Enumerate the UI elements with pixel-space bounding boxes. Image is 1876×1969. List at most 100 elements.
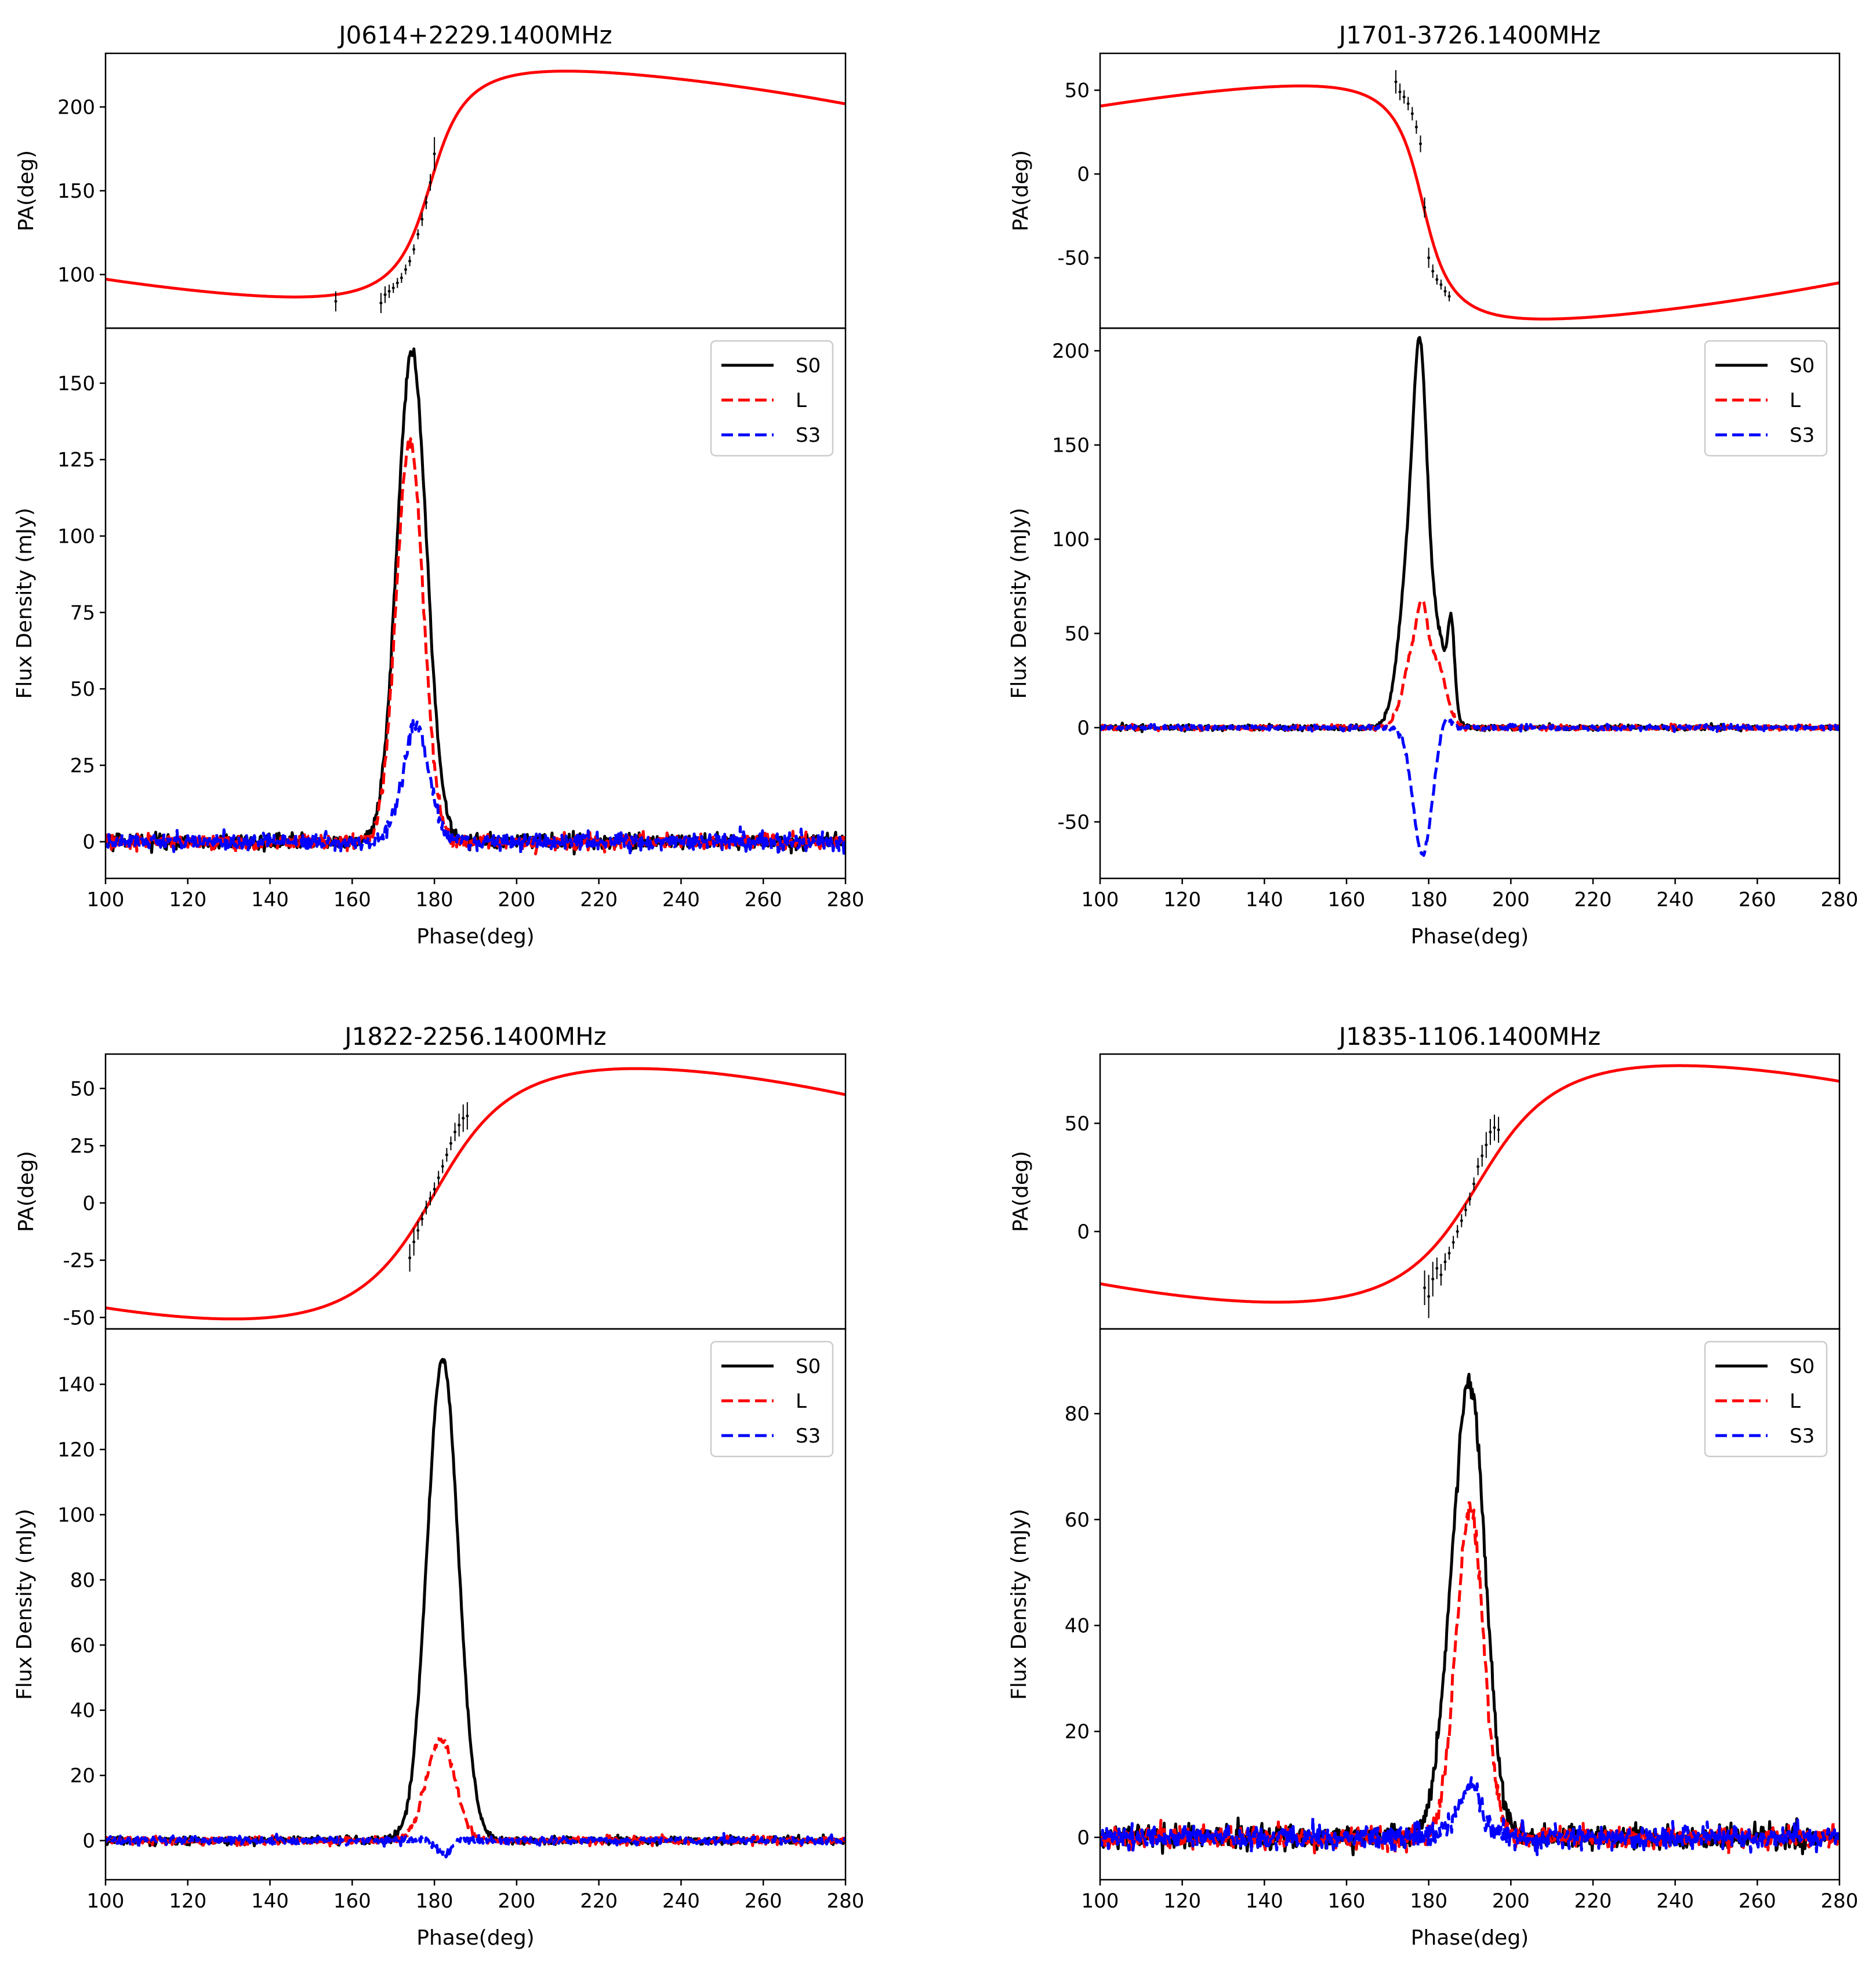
pa-ytick-label: 0 [1077,163,1090,186]
flux-xtick-label: 200 [1492,1890,1530,1913]
pa-ytick-label: 50 [1065,1112,1090,1135]
flux-ylabel: Flux Density (mJy) [13,508,37,699]
flux-axes-frame [1099,1328,1841,1881]
pa-point [1410,112,1414,115]
x-axis-label: Phase(deg) [1411,925,1529,949]
pa-point [412,248,416,251]
flux-xtick-label: 180 [416,1890,453,1913]
flux-xtick-label: 140 [251,1890,289,1913]
legend-label-s0: S0 [796,354,821,377]
pa-ytick-label: 0 [1077,1220,1090,1244]
flux-series-s3 [106,719,846,856]
legend-label-s0: S0 [1790,1355,1815,1378]
flux-ytick-label: 150 [57,372,95,395]
pa-point [1402,95,1406,99]
flux-ytick-label: 75 [70,601,95,624]
pa-point [391,286,395,290]
flux-xtick-label: 180 [1410,1890,1447,1913]
pa-point [429,181,432,184]
pa-point [1423,206,1427,209]
pa-point [1398,90,1402,93]
pa-point [420,217,424,221]
pa-point [416,232,420,236]
flux-xtick-label: 220 [1574,888,1612,911]
pa-point [1419,142,1422,146]
flux-xtick-label: 180 [416,888,453,911]
flux-ytick-label: 80 [1065,1403,1090,1426]
pa-ylabel: PA(deg) [14,150,38,231]
pa-point [1452,1241,1455,1244]
flux-ytick-label: 120 [57,1438,95,1462]
panel-3: J1822-2256.1400MHz -50 -25 0 25 50 PA(deg) 0 20 4… [13,1022,864,1950]
pa-point [1439,1273,1443,1277]
legend: S0 L S3 [710,340,834,457]
pa-point [1427,1295,1431,1298]
pa-point [408,1256,412,1260]
flux-ytick-label: 60 [70,1634,95,1657]
pa-point [412,1240,416,1244]
flux-ytick-label: 40 [1065,1615,1090,1638]
pa-points [1394,70,1451,301]
panel-title: J1835-1106.1400MHz [1337,1022,1601,1051]
flux-xtick-label: 100 [1082,888,1119,911]
legend-label-s3: S3 [796,424,821,447]
flux-xtick-label: 260 [1739,1890,1776,1913]
legend: S0 L S3 [1704,1340,1828,1458]
pa-point [1447,1251,1451,1255]
pa-point [420,1217,424,1220]
flux-series-s3 [1100,717,1839,857]
flux-xtick-label: 260 [1739,888,1776,911]
pa-point [334,300,338,303]
flux-xtick-label: 220 [1574,1890,1612,1913]
pa-points [408,1102,469,1272]
pa-point [1497,1128,1500,1132]
panel-2: J1701-3726.1400MHz -50 0 50 PA(deg) -50 0 50 100… [1007,21,1858,949]
flux-xtick-label: 100 [87,1890,125,1913]
pa-point [1406,102,1410,106]
flux-xtick-label: 100 [1082,1890,1119,1913]
pa-point [1476,1165,1480,1168]
pa-point [1443,289,1447,293]
flux-ytick-label: 150 [1052,434,1090,457]
flux-xtick-label: 180 [1410,888,1447,911]
legend-box [710,340,834,457]
flux-axes-frame [104,327,847,880]
flux-xtick-label: 160 [333,888,371,911]
flux-series-s0 [106,1358,846,1847]
pa-point [449,1142,452,1145]
legend-box [1704,340,1828,457]
flux-ytick-label: 100 [1052,528,1090,551]
flux-ytick-label: 0 [82,831,95,854]
pa-point [1414,125,1418,129]
pa-ytick-label: 200 [57,96,95,119]
flux-ytick-label: 50 [70,678,95,701]
pa-ylabel: PA(deg) [14,1151,38,1232]
pa-point [424,1206,428,1209]
pa-point [1456,1230,1459,1233]
flux-ytick-label: 200 [1052,340,1090,363]
flux-ytick-label: -50 [1057,811,1090,834]
flux-series-group [106,1358,846,1859]
flux-xtick-label: 220 [580,888,618,911]
pa-point [1489,1130,1492,1134]
panel-4: J1835-1106.1400MHz 0 50 PA(deg) 0 20 40 60 80 100… [1007,1022,1858,1950]
flux-xtick-label: 240 [1656,888,1694,911]
pa-point [1431,1277,1435,1281]
pa-point [466,1114,469,1118]
flux-ytick-label: 100 [57,525,95,548]
flux-ylabel: Flux Density (mJy) [13,1509,37,1700]
pa-model-curve [106,1067,846,1321]
flux-ytick-label: 100 [57,1503,95,1527]
flux-ytick-label: 20 [70,1764,95,1788]
pa-point [458,1123,461,1127]
pa-point [1464,1208,1467,1212]
flux-ytick-label: 50 [1065,623,1090,646]
pa-point [387,289,391,293]
flux-xtick-label: 160 [1328,888,1366,911]
flux-xtick-label: 280 [1821,1890,1859,1913]
pa-point [1394,80,1398,83]
flux-xtick-label: 100 [87,888,125,911]
pa-point [1427,256,1431,260]
x-axis-label: Phase(deg) [416,1926,534,1950]
pa-point [400,276,403,279]
